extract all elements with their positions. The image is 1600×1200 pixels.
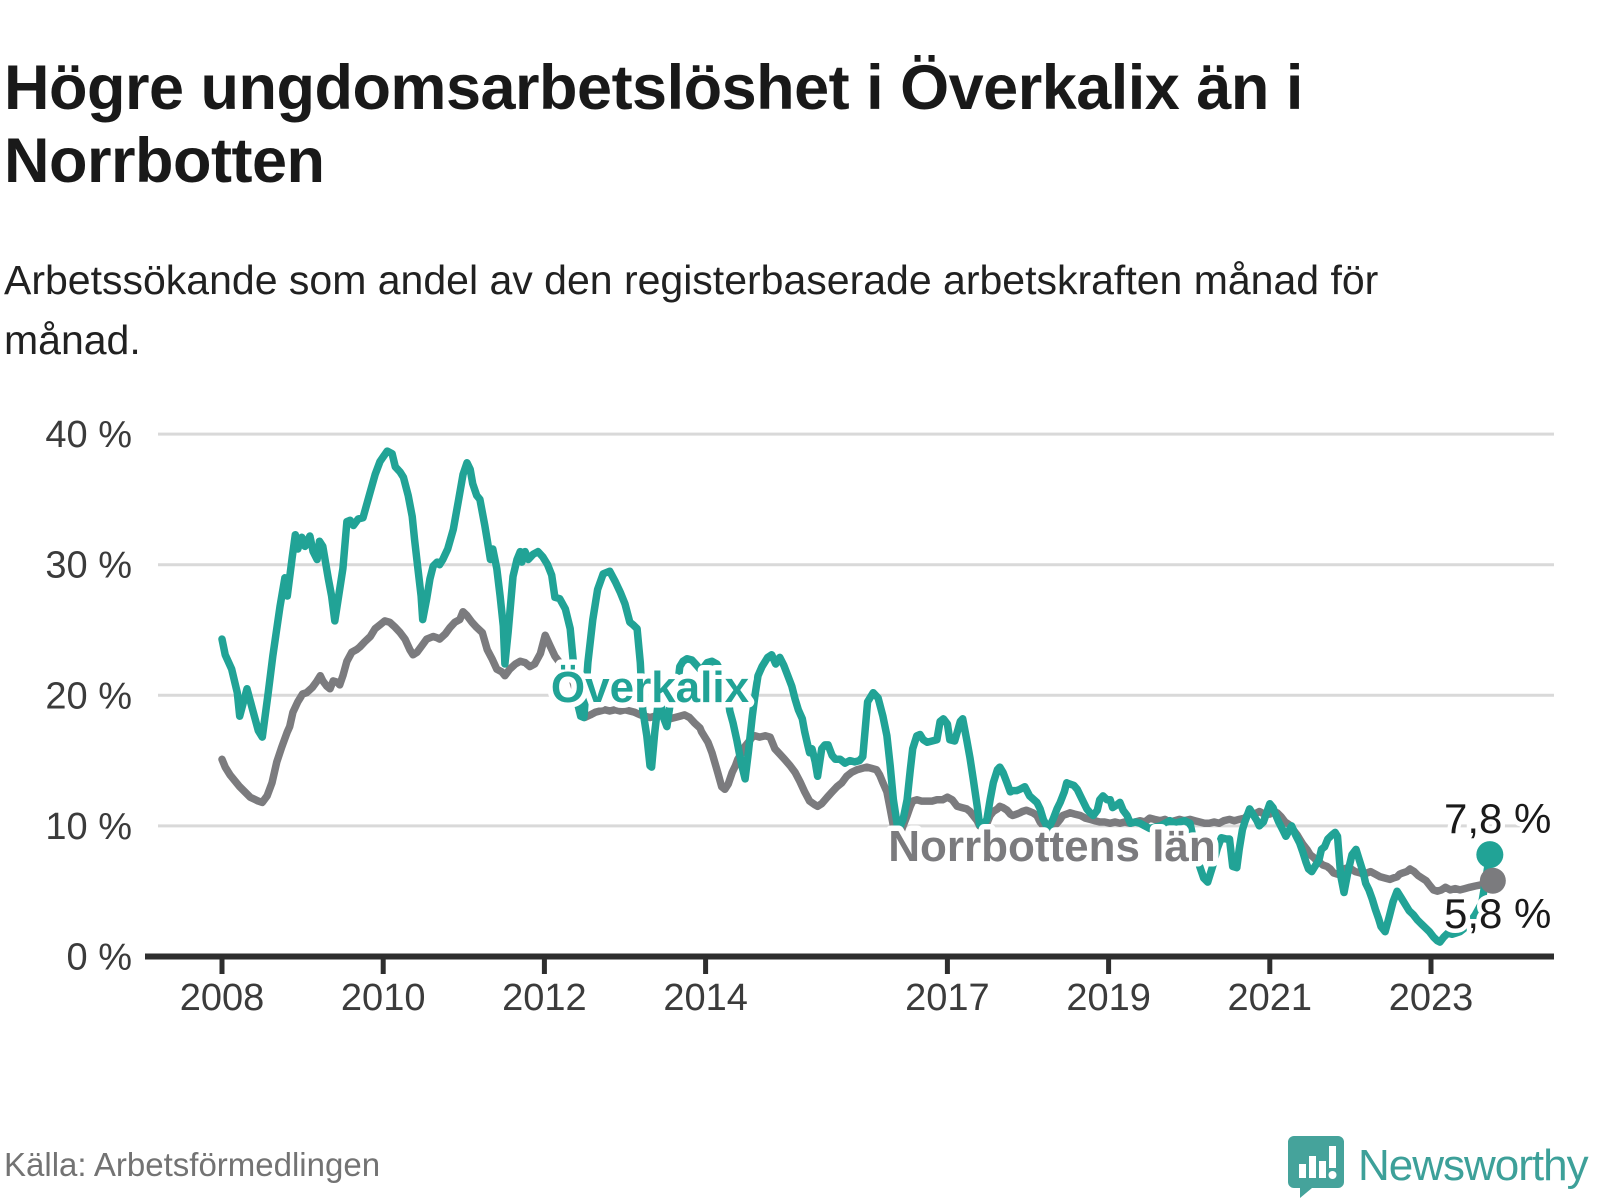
- y-axis-label-20: 20 %: [45, 675, 132, 717]
- norrbotten-end-value-label: 5,8 %: [1444, 890, 1551, 937]
- x-axis-label-2019: 2019: [1066, 977, 1151, 1019]
- y-axis-label-30: 30 %: [45, 545, 132, 587]
- page-title: Högre ungdomsarbetslöshet i Överkalix än…: [4, 53, 1303, 197]
- y-axis-label-40: 40 %: [45, 414, 132, 456]
- x-axis-label-2010: 2010: [341, 977, 426, 1019]
- brand-name: Newsworthy: [1358, 1141, 1589, 1190]
- norrbotten-series-label: Norrbottens län: [888, 822, 1216, 871]
- overkalix-end-dot: [1476, 841, 1504, 869]
- x-axis-label-2017: 2017: [905, 977, 990, 1019]
- x-axis-label-2008: 2008: [180, 977, 265, 1019]
- x-axis-label-2023: 2023: [1389, 977, 1474, 1019]
- x-axis-label-2014: 2014: [663, 977, 748, 1019]
- y-axis-label-10: 10 %: [45, 806, 132, 848]
- newsworthy-bubble-chart-icon: [1288, 1136, 1344, 1198]
- brand-footer: Newsworthy: [1288, 1134, 1589, 1198]
- source-note: Källa: Arbetsförmedlingen: [4, 1146, 381, 1183]
- overkalix-end-value-label: 7,8 %: [1444, 795, 1551, 842]
- overkalix-series-label: Överkalix: [551, 663, 750, 712]
- x-axis-label-2021: 2021: [1228, 977, 1313, 1019]
- x-axis-label-2012: 2012: [502, 977, 587, 1019]
- overkalix-line: [218, 447, 1494, 946]
- y-axis-label-0: 0 %: [67, 937, 132, 979]
- chart-subtitle: Arbetssökande som andel av den registerb…: [4, 257, 1379, 363]
- norrbotten-end-dot: [1479, 867, 1506, 894]
